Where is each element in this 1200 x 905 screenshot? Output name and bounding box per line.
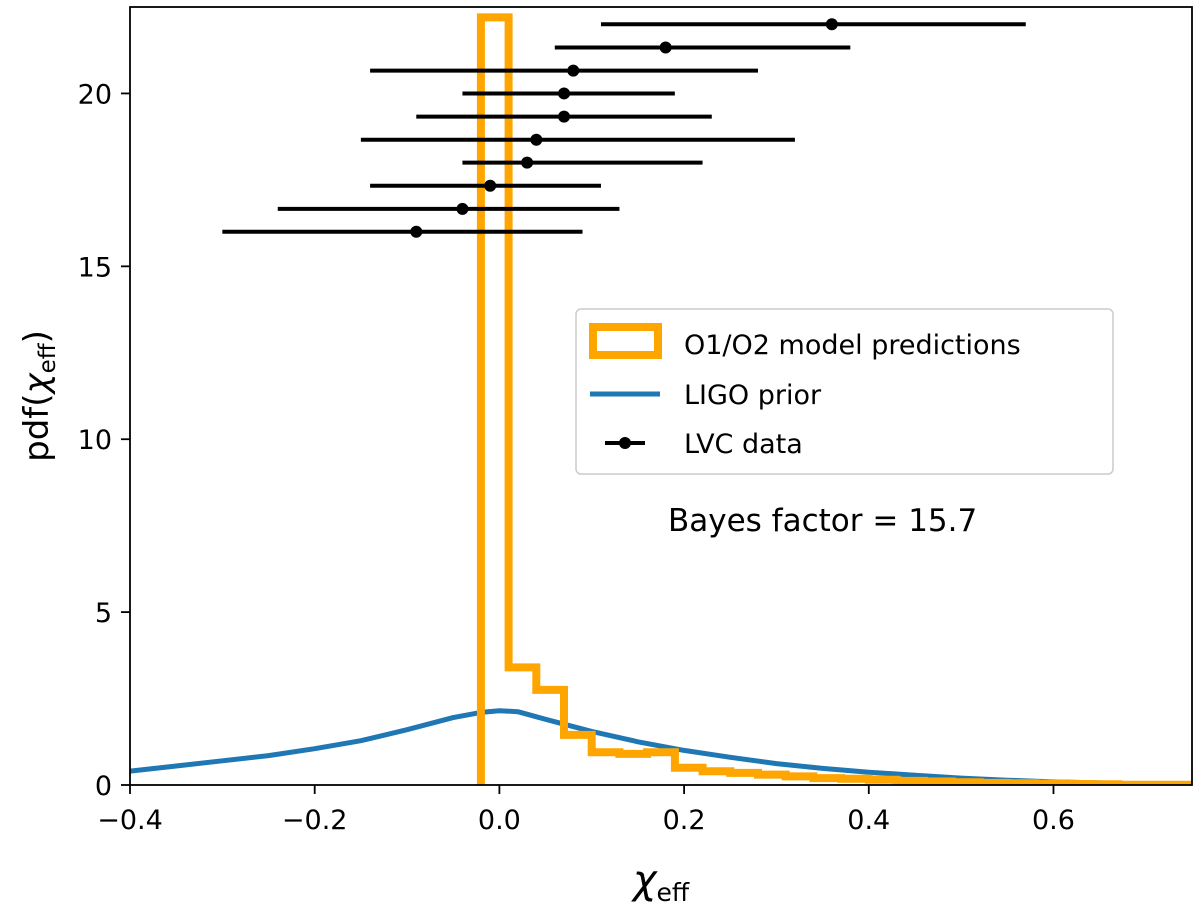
lvc-marker [659, 41, 672, 54]
x-tick-label: −0.4 [97, 805, 163, 836]
lvc-data-point [277, 202, 620, 215]
x-tick-label: 0.2 [663, 805, 706, 836]
legend-histogram-swatch [589, 323, 662, 359]
legend-errorbar-swatch [605, 437, 645, 449]
lvc-data-point [360, 133, 795, 146]
lvc-data-point [370, 64, 758, 77]
x-tick-label: 0.4 [847, 805, 890, 836]
lvc-marker [558, 87, 571, 100]
y-axis-label: pdf(χeff) [17, 330, 61, 462]
bayes-factor-annotation: Bayes factor = 15.7 [668, 503, 977, 539]
legend-label-prior: LIGO prior [684, 380, 822, 411]
lvc-marker [521, 156, 534, 169]
lvc-marker [410, 225, 423, 238]
model-histogram [476, 13, 1192, 785]
x-tick-label: 0.6 [1032, 805, 1075, 836]
y-axis-label-symbol: χ [17, 371, 57, 395]
lvc-data-point [462, 156, 703, 169]
prior-line [130, 708, 1192, 785]
lvc-marker [567, 64, 580, 77]
legend-box [575, 308, 1114, 475]
plot-frame [129, 6, 1193, 786]
x-tick-label: −0.2 [282, 805, 348, 836]
legend-errorbar-marker [619, 437, 631, 449]
lvc-data-point [554, 41, 851, 54]
lvc-marker [530, 133, 543, 146]
x-axis-label-symbol: χ [631, 857, 658, 903]
y-tick-label: 5 [95, 598, 112, 629]
lvc-data-point [600, 18, 1026, 31]
y-tick-label: 10 [78, 425, 112, 456]
y-tick-label: 20 [78, 79, 112, 110]
lvc-data-point [370, 179, 601, 192]
plot-area [130, 13, 1192, 785]
y-tick-label: 0 [95, 771, 112, 802]
lvc-marker [558, 110, 571, 123]
legend-label-data: LVC data [684, 429, 803, 460]
y-tick-label: 15 [78, 252, 112, 283]
lvc-marker [825, 18, 838, 31]
lvc-data-point [462, 87, 675, 100]
y-axis-label-suffix: ) [17, 330, 57, 343]
y-axis-label-prefix: pdf( [17, 393, 57, 461]
x-axis-label-subscript: eff [657, 878, 690, 905]
lvc-marker [456, 202, 469, 215]
lvc-data-point [222, 225, 583, 238]
lvc-data-point [416, 110, 712, 123]
x-tick-label: 0.0 [478, 805, 521, 836]
legend: O1/O2 model predictions LIGO prior LVC d… [575, 308, 1114, 475]
plot-layer [130, 13, 1192, 785]
tick-layer: −0.4 −0.2 0.0 0.2 0.4 0.6 0 5 10 15 20 [78, 79, 1075, 836]
y-axis-label-subscript: eff [35, 342, 61, 373]
x-axis-label: χeff [631, 857, 690, 905]
legend-label-model: O1/O2 model predictions [684, 330, 1021, 361]
lvc-marker [484, 179, 497, 192]
